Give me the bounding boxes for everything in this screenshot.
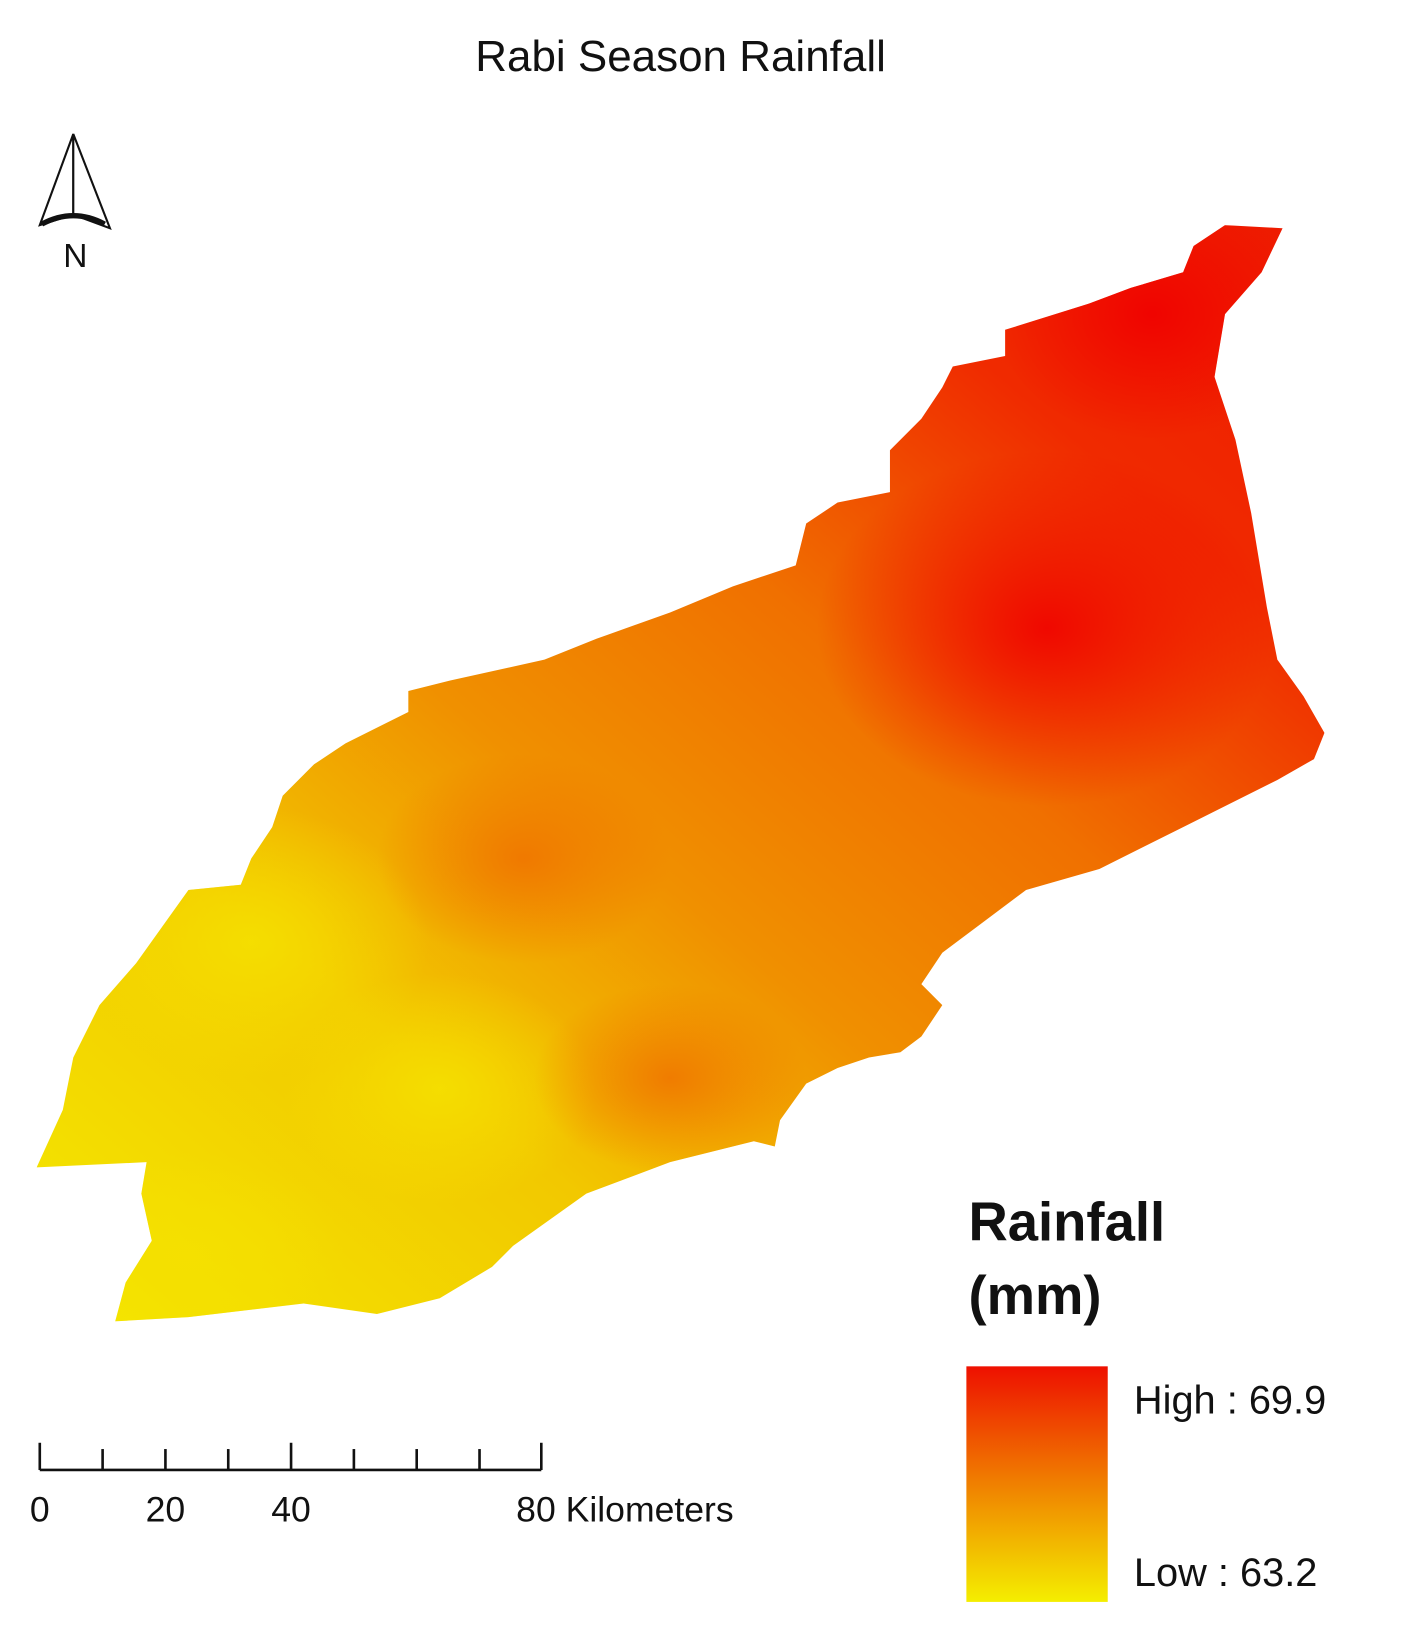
- legend-high-label: High : 69.9: [1134, 1378, 1326, 1422]
- scale-label: 40: [271, 1489, 311, 1529]
- legend-ramp: [966, 1366, 1108, 1602]
- scale-bar: 0 20 40 80 Kilometers: [30, 1442, 734, 1529]
- north-label: N: [63, 238, 87, 275]
- map-layout: Rabi Season Rainfall N: [30, 32, 1326, 1602]
- scale-label: 20: [146, 1489, 186, 1529]
- north-arrow: N: [38, 133, 112, 275]
- legend: Rainfall (mm) High : 69.9 Low : 63.2: [966, 1192, 1326, 1602]
- legend-low-label: Low : 63.2: [1134, 1551, 1318, 1595]
- map-title: Rabi Season Rainfall: [475, 32, 886, 81]
- rainfall-surface: [36, 225, 1325, 1322]
- scale-label: 80 Kilometers: [516, 1489, 734, 1529]
- scale-label: 0: [30, 1489, 50, 1529]
- legend-title: Rainfall: [968, 1192, 1165, 1253]
- legend-title: (mm): [968, 1265, 1101, 1326]
